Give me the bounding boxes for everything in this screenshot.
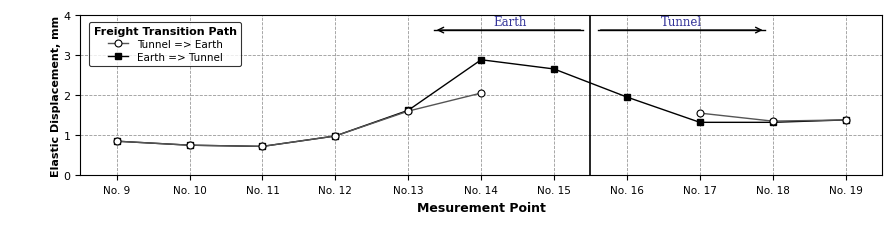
- Y-axis label: Elastic Displacement, mm: Elastic Displacement, mm: [51, 16, 61, 176]
- Legend: Tunnel => Earth, Earth => Tunnel: Tunnel => Earth, Earth => Tunnel: [89, 22, 241, 67]
- Text: Earth: Earth: [494, 16, 527, 29]
- Text: Tunnel: Tunnel: [661, 16, 702, 29]
- X-axis label: Mesurement Point: Mesurement Point: [417, 201, 545, 214]
